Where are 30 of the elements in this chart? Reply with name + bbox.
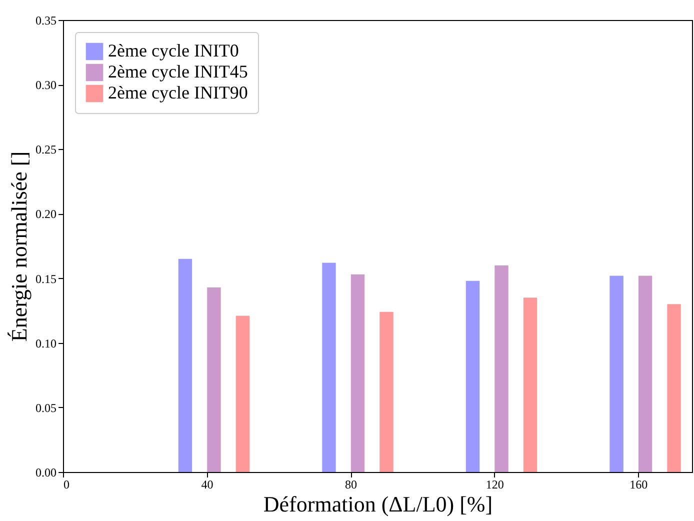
y-tick-label: 0.30 (36, 78, 56, 92)
x-axis-title: Déformation (ΔL/L0) [%] (263, 492, 493, 516)
bar (380, 312, 394, 472)
y-tick-label: 0.10 (36, 336, 56, 350)
legend-label: 2ème cycle INIT45 (108, 62, 248, 82)
bar (236, 316, 250, 472)
x-tick-label: 80 (345, 478, 358, 492)
bar (638, 276, 652, 472)
bar (667, 304, 681, 472)
x-tick-label: 120 (486, 478, 504, 492)
legend-label: 2ème cycle INIT0 (108, 40, 239, 60)
bar (178, 258, 192, 472)
bar (610, 276, 624, 472)
x-tick-label: 160 (630, 478, 648, 492)
y-tick-label: 0.05 (36, 400, 56, 415)
legend-label: 2ème cycle INIT90 (108, 82, 248, 102)
bar (322, 262, 336, 472)
x-tick-label: 0 (64, 478, 70, 492)
bar (350, 274, 365, 472)
bar (207, 287, 221, 472)
bar (523, 298, 538, 472)
y-tick-label: 0.00 (36, 466, 56, 480)
y-axis-title: Énergie normalisée [] (6, 151, 32, 342)
x-tick-label: 40 (201, 478, 214, 492)
y-tick-label: 0.35 (36, 14, 56, 28)
bar (466, 280, 480, 472)
y-tick-label: 0.20 (36, 207, 56, 222)
y-tick-label: 0.15 (36, 272, 56, 286)
y-tick-label: 0.25 (36, 142, 56, 157)
bar (494, 265, 508, 472)
